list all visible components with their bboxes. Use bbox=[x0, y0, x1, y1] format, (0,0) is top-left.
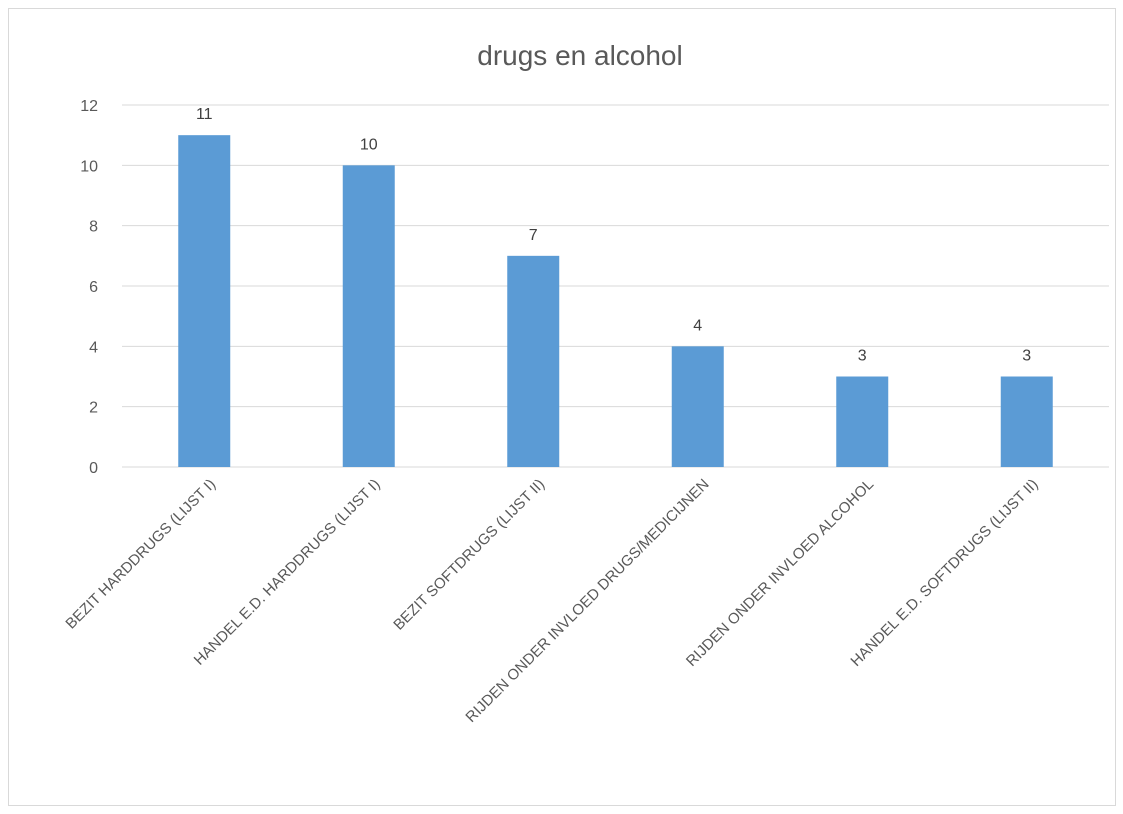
bar bbox=[178, 135, 231, 467]
bar bbox=[836, 376, 889, 467]
y-tick-label: 0 bbox=[89, 460, 98, 477]
x-axis-categories: BEZIT HARDDRUGS (LIJST I)HANDEL E.D. HAR… bbox=[62, 476, 1041, 726]
bar bbox=[507, 255, 560, 467]
y-tick-label: 8 bbox=[89, 219, 98, 236]
gridlines bbox=[122, 104, 1109, 468]
x-category-label: HANDEL E.D. HARDDRUGS (LIJST I) bbox=[191, 476, 384, 669]
x-category-label: HANDEL E.D. SOFTDRUGS (LIJST II) bbox=[847, 476, 1041, 670]
y-axis-ticks: 0 2 4 6 8 10 12 bbox=[80, 98, 98, 477]
y-tick-label: 10 bbox=[80, 158, 98, 175]
data-label: 11 bbox=[196, 106, 213, 123]
data-label: 10 bbox=[360, 136, 378, 153]
x-category-label: BEZIT HARDDRUGS (LIJST I) bbox=[62, 476, 219, 633]
data-label: 4 bbox=[693, 317, 702, 334]
bar bbox=[671, 346, 724, 467]
y-tick-label: 6 bbox=[89, 279, 98, 296]
chart-title: drugs en alcohol bbox=[477, 40, 682, 71]
data-label: 7 bbox=[529, 227, 538, 244]
bar bbox=[342, 165, 395, 468]
data-labels: 11 10 7 4 3 3 bbox=[196, 106, 1031, 364]
bar bbox=[1000, 376, 1053, 467]
x-category-label: BEZIT SOFTDRUGS (LIJST II) bbox=[390, 476, 548, 634]
data-label: 3 bbox=[1022, 348, 1031, 365]
bars bbox=[178, 135, 1053, 468]
data-label: 3 bbox=[858, 348, 867, 365]
x-category-label: RIJDEN ONDER INVLOED ALCOHOL bbox=[683, 476, 877, 670]
chart-frame: drugs en alcohol 0 2 4 6 8 10 12 11 10 7 4 3 3 BEZI… bbox=[8, 8, 1116, 806]
y-tick-label: 12 bbox=[80, 98, 98, 115]
y-tick-label: 2 bbox=[89, 400, 98, 417]
y-tick-label: 4 bbox=[89, 339, 98, 356]
bar-chart: drugs en alcohol 0 2 4 6 8 10 12 11 10 7 4 3 3 BEZI… bbox=[62, 40, 1109, 726]
